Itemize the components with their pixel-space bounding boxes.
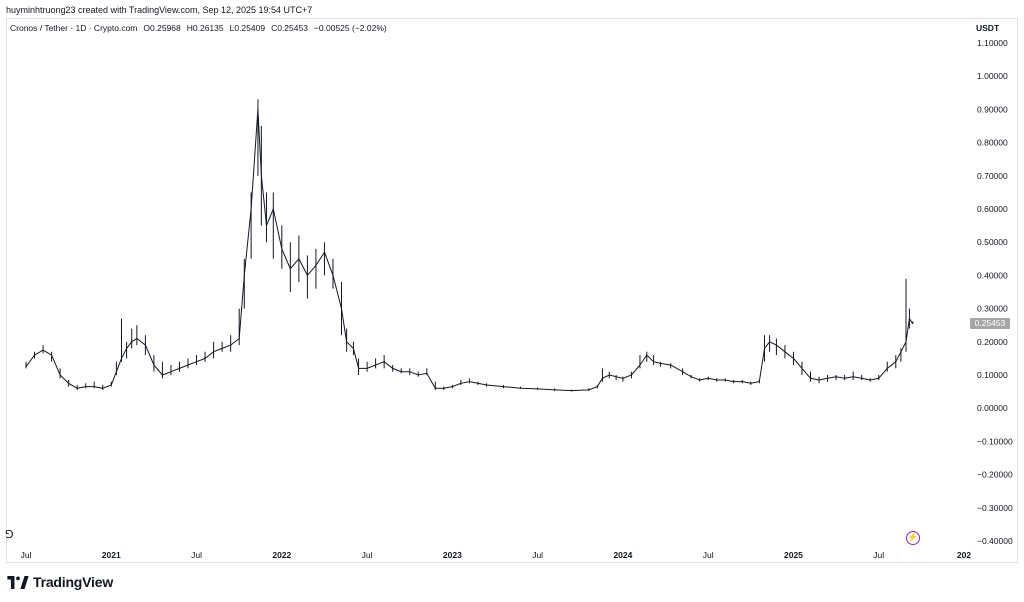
x-tick-label: 2021 xyxy=(102,550,121,560)
y-tick-label: −0.10000 xyxy=(977,436,1013,446)
tradingview-brand[interactable]: TradingView xyxy=(7,574,113,590)
x-tick-label: Jul xyxy=(532,550,543,560)
y-tick-label: 0.80000 xyxy=(977,138,1008,148)
chart-frame[interactable] xyxy=(6,18,1018,563)
x-tick-label: 2025 xyxy=(784,550,803,560)
x-tick-label: Jul xyxy=(873,550,884,560)
y-tick-label: 0.60000 xyxy=(977,204,1008,214)
y-tick-label: −0.30000 xyxy=(977,503,1013,513)
y-tick-label: 0.30000 xyxy=(977,304,1008,314)
y-tick-label: 1.00000 xyxy=(977,71,1008,81)
change-value: −0.00525 (−2.02%) xyxy=(313,23,387,33)
brand-name: TradingView xyxy=(33,574,114,590)
lightning-icon[interactable]: ⚡ xyxy=(906,531,920,545)
y-tick-label: 0.70000 xyxy=(977,171,1008,181)
x-tick-label: Jul xyxy=(703,550,714,560)
attribution-text: huyminhtruong23 created with TradingView… xyxy=(6,5,313,15)
x-tick-label: 202 xyxy=(957,550,971,560)
x-tick-label: Jul xyxy=(191,550,202,560)
y-tick-label: 0.40000 xyxy=(977,270,1008,280)
symbol-label[interactable]: Cronos / Tether · 1D · Crypto.com xyxy=(10,23,138,33)
x-tick-label: 2023 xyxy=(443,550,462,560)
close-value: C0.25453 xyxy=(271,23,308,33)
y-tick-label: 0.20000 xyxy=(977,337,1008,347)
y-tick-label: 0.00000 xyxy=(977,403,1008,413)
y-tick-label: −0.20000 xyxy=(977,470,1013,480)
tradingview-logo-icon xyxy=(7,575,29,589)
price-line xyxy=(25,109,914,392)
currency-unit[interactable]: USDT xyxy=(976,23,1000,33)
y-tick-label: 1.10000 xyxy=(977,38,1008,48)
last-price-tag: 0.25453 xyxy=(970,318,1010,329)
x-tick-label: Jul xyxy=(362,550,373,560)
scroll-to-start-icon[interactable]: ⅁ xyxy=(5,529,14,541)
x-tick-label: 2024 xyxy=(613,550,632,560)
high-value: H0.26135 xyxy=(186,23,224,33)
open-value: O0.25968 xyxy=(143,23,181,33)
ohlc-legend: Cronos / Tether · 1D · Crypto.com O0.2596… xyxy=(10,23,393,33)
y-tick-label: 0.50000 xyxy=(977,237,1008,247)
y-tick-label: 0.90000 xyxy=(977,104,1008,114)
low-value: L0.25409 xyxy=(229,23,266,33)
y-tick-label: 0.10000 xyxy=(977,370,1008,380)
y-tick-label: −0.40000 xyxy=(977,536,1013,546)
x-tick-label: 2022 xyxy=(272,550,291,560)
x-tick-label: Jul xyxy=(21,550,32,560)
